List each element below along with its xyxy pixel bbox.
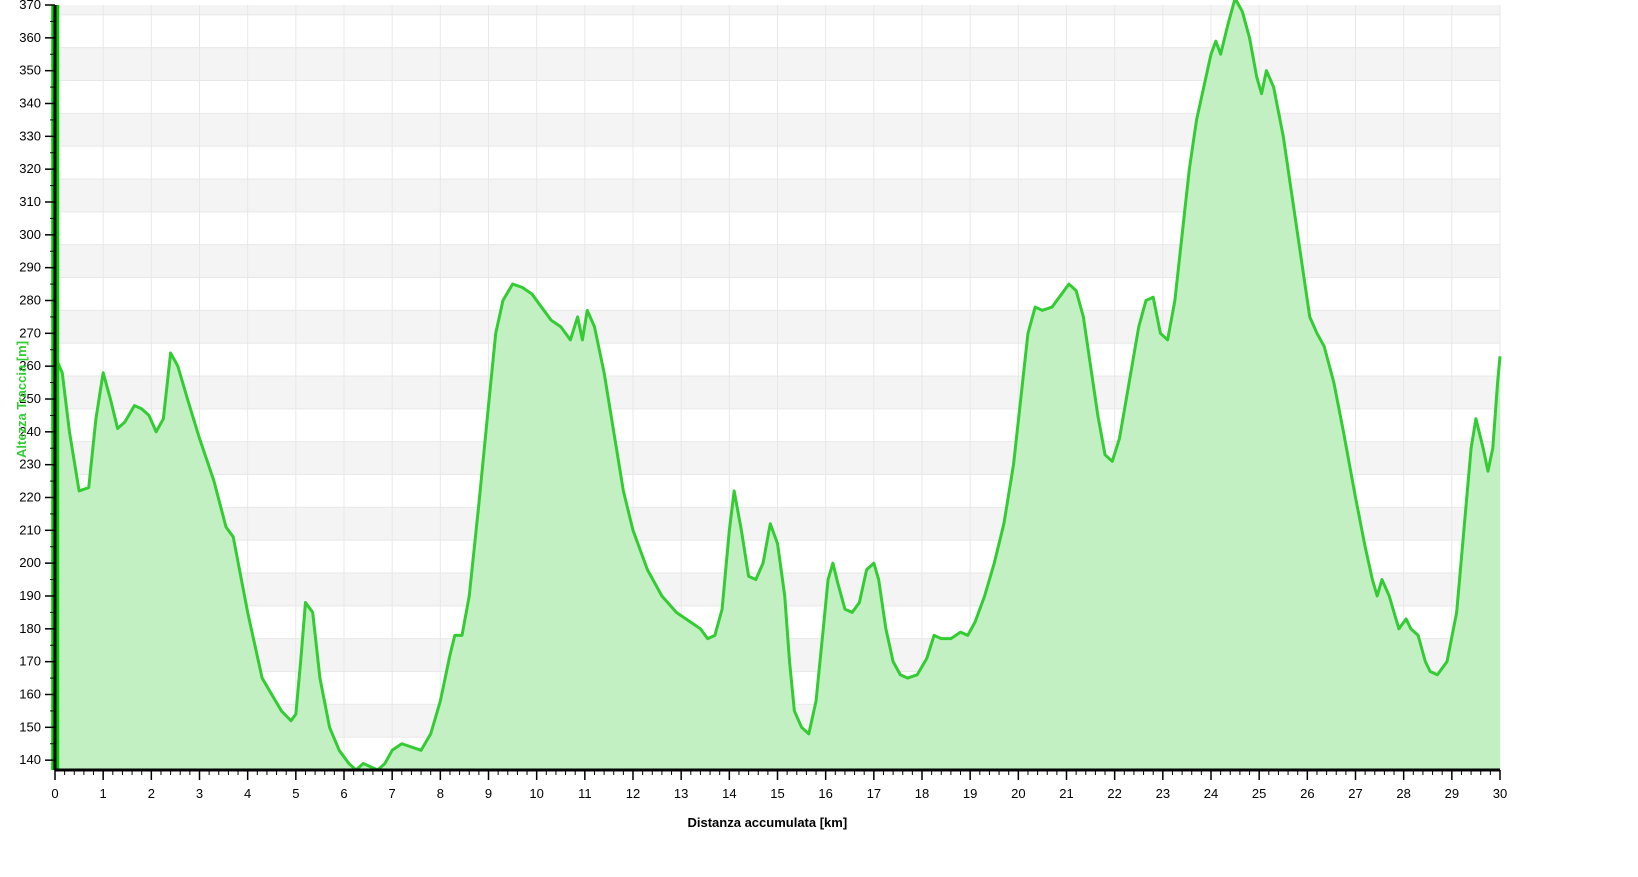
x-tick-label: 30 [1493, 786, 1507, 801]
x-tick-label: 8 [437, 786, 444, 801]
x-tick-label: 11 [578, 786, 592, 801]
x-tick-label: 18 [915, 786, 929, 801]
x-tick-label: 0 [51, 786, 58, 801]
y-tick-label: 160 [19, 686, 41, 701]
y-tick-label: 280 [19, 292, 41, 307]
x-tick-label: 29 [1445, 786, 1459, 801]
y-tick-label: 210 [19, 522, 41, 537]
y-tick-label: 220 [19, 489, 41, 504]
y-tick-label: 330 [19, 128, 41, 143]
y-tick-label: 360 [19, 30, 41, 45]
x-tick-label: 15 [770, 786, 784, 801]
x-tick-label: 3 [196, 786, 203, 801]
x-tick-label: 19 [963, 786, 977, 801]
y-tick-label: 230 [19, 457, 41, 472]
x-tick-label: 12 [626, 786, 640, 801]
y-tick-label: 190 [19, 588, 41, 603]
chart-svg: 0123456789101112131415161718192021222324… [0, 0, 1638, 877]
y-tick-label: 310 [19, 194, 41, 209]
y-tick-label: 300 [19, 227, 41, 242]
elevation-profile-chart: 0123456789101112131415161718192021222324… [0, 0, 1638, 877]
y-tick-label: 320 [19, 161, 41, 176]
x-tick-label: 14 [722, 786, 736, 801]
y-axis-label: Altezza Traccia [m] [14, 340, 29, 457]
x-tick-label: 7 [389, 786, 396, 801]
x-tick-label: 25 [1252, 786, 1266, 801]
x-tick-label: 26 [1300, 786, 1314, 801]
y-tick-label: 140 [19, 752, 41, 767]
x-tick-label: 27 [1348, 786, 1362, 801]
x-tick-label: 6 [340, 786, 347, 801]
x-tick-label: 10 [529, 786, 543, 801]
x-tick-label: 24 [1204, 786, 1218, 801]
x-tick-label: 23 [1156, 786, 1170, 801]
y-tick-label: 350 [19, 63, 41, 78]
x-tick-label: 9 [485, 786, 492, 801]
y-tick-label: 270 [19, 325, 41, 340]
x-tick-label: 22 [1107, 786, 1121, 801]
y-tick-label: 200 [19, 555, 41, 570]
y-tick-label: 170 [19, 654, 41, 669]
x-tick-label: 28 [1396, 786, 1410, 801]
x-tick-label: 4 [244, 786, 251, 801]
y-tick-label: 150 [19, 719, 41, 734]
x-tick-label: 13 [674, 786, 688, 801]
x-tick-label: 20 [1011, 786, 1025, 801]
x-tick-label: 2 [148, 786, 155, 801]
y-tick-label: 290 [19, 260, 41, 275]
x-tick-label: 21 [1059, 786, 1073, 801]
x-tick-label: 17 [867, 786, 881, 801]
x-tick-label: 16 [818, 786, 832, 801]
y-tick-label: 340 [19, 95, 41, 110]
x-tick-label: 1 [100, 786, 107, 801]
x-tick-label: 5 [292, 786, 299, 801]
x-axis-label: Distanza accumulata [km] [688, 815, 848, 830]
y-tick-label: 180 [19, 621, 41, 636]
y-tick-label: 370 [19, 0, 41, 12]
